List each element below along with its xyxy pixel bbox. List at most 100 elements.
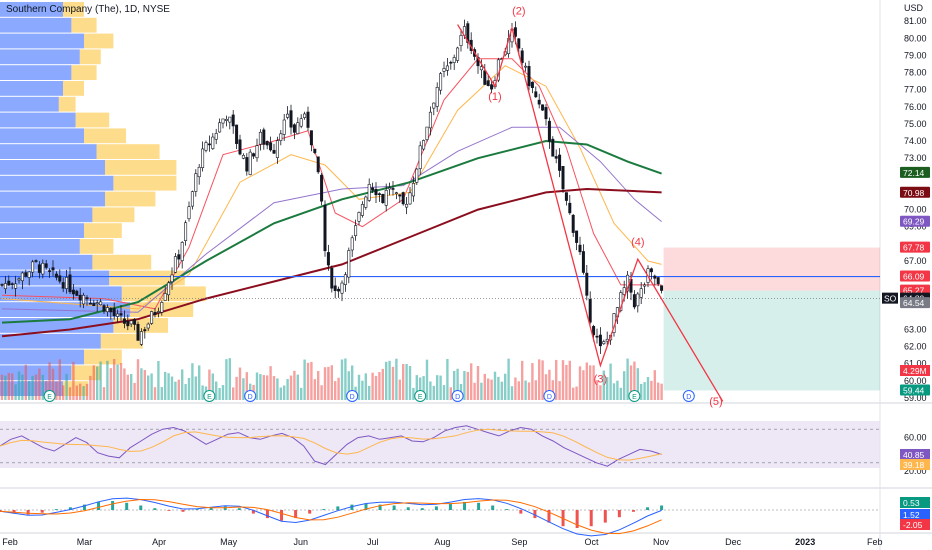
candle-body [354,225,358,236]
candle-body [520,50,524,63]
dividend-marker[interactable] [346,390,359,402]
volume-bar [306,362,310,400]
candle-body [326,252,330,266]
candle-body [109,307,113,313]
macd-badge [900,497,930,508]
macd-histogram-bar [646,507,650,510]
stop-zone[interactable] [663,247,880,291]
macd-histogram-bar [603,510,607,523]
volume-bar [531,363,534,400]
earnings-marker[interactable] [628,390,641,402]
volume-bar [228,358,231,400]
volume-bar [551,380,554,400]
earnings-marker[interactable] [414,390,427,402]
candle-body [632,294,636,308]
volume-bar [218,387,221,400]
macd-histogram-bar [617,510,621,518]
volume-bar [371,372,374,400]
volume-bar [541,360,544,400]
candle-body [190,191,194,207]
macd-histogram-bar [547,510,551,523]
volume-bar [272,376,276,400]
macd-badge [900,509,930,520]
candle-body [323,204,327,252]
volume-bar [123,368,126,400]
dividend-marker-label: D [455,394,460,401]
volume-bar [446,358,449,400]
price-badge [900,166,930,178]
macd-histogram-bar [392,505,396,510]
candle-body [235,124,239,144]
volume-bar [538,359,541,400]
macd-histogram-bar [153,508,157,510]
candle-body [184,222,188,241]
candle-body [571,214,575,233]
candle-body [479,66,483,71]
dividend-marker[interactable] [244,390,257,402]
macd-histogram-bar [82,504,86,510]
volume-bar [527,382,531,400]
candle-body [58,275,62,282]
candle-body [248,151,252,175]
volume-bar [187,377,191,400]
volume-bar [357,374,361,400]
candle-body [585,272,589,296]
candle-body [20,272,24,282]
volume-bar [612,383,616,400]
volume-profile-bar [0,175,114,191]
candle-body [428,111,432,129]
volume-profile-bar [96,144,160,159]
candle-body [112,308,116,317]
volume-bar [269,366,272,400]
volume-bar [55,381,58,400]
earnings-marker[interactable] [203,390,216,402]
candle-body [24,272,28,277]
candle-body [554,156,558,159]
earnings-marker[interactable] [43,390,56,402]
volume-bar [334,381,337,400]
volume-profile-bar [113,175,177,191]
volume-bar [402,364,405,400]
candle-body [320,174,324,202]
candle-body [456,47,460,61]
volume-profile-bar [0,286,122,302]
macd-histogram-bar [350,504,354,510]
price-badge-label: 66.09 [903,272,925,282]
candle-body [575,230,579,243]
candle-body [541,104,545,111]
candle-body [381,193,385,204]
candle-body [405,204,409,208]
target-zone[interactable] [663,290,880,391]
volume-bar [449,387,452,400]
volume-bar [184,384,187,400]
volume-bar [585,362,588,400]
volume-bar [191,363,194,400]
elliott-wave-line[interactable] [457,24,724,402]
candle-body [0,284,4,286]
price-tick-label: 74.00 [904,136,927,146]
candle-body [306,111,310,128]
volume-profile-bar [92,254,152,270]
candle-body [435,87,439,107]
dividend-marker[interactable] [543,390,556,402]
volume-profile-bar [109,270,185,286]
candle-body [459,35,463,46]
candle-body [54,273,58,278]
volume-bar [466,371,469,400]
candle-body [449,61,453,64]
dividend-marker[interactable] [451,390,464,402]
macd-histogram-bar [491,505,495,510]
candle-body [231,114,235,127]
volume-bar [221,385,225,400]
volume-bar [419,377,422,400]
volume-bar [72,361,75,400]
candle-body [401,192,405,205]
price-badge-label: 59.44 [903,385,925,395]
candle-body [177,254,181,260]
wave-label: (2) [512,5,525,17]
volume-bar [255,372,259,400]
dividend-marker[interactable] [682,390,695,402]
candle-body [228,116,232,123]
volume-profile-bar [84,128,126,144]
